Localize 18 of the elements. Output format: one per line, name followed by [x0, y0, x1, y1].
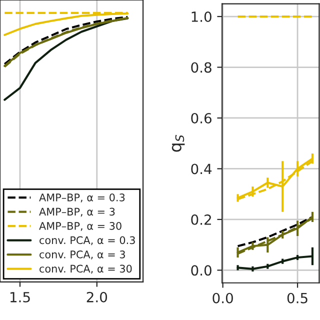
legend-label: conv. PCA, α = 30	[40, 264, 132, 274]
y-axis-title: q$_{S}$	[172, 134, 185, 152]
x-tick-label: 0.0	[212, 292, 233, 304]
y-tick-label: 0.2	[191, 214, 211, 225]
y-tick-label: 0.8	[191, 62, 212, 73]
y-tick-label: 0.6	[191, 112, 212, 124]
y-tick-label: 0.0	[191, 265, 212, 276]
legend-label: AMP–BP, α = 3	[39, 208, 115, 217]
legend-label: conv. PCA, α = 3	[40, 250, 125, 260]
legend-label: AMP–BP, α = 30	[39, 222, 122, 231]
x-tick-label: 0.5	[287, 292, 308, 304]
legend-label: conv. PCA, α = 0.3	[40, 236, 135, 246]
legend-label: AMP–BP, α = 0.3	[39, 193, 125, 202]
x-tick-label: 2.0	[86, 292, 108, 302]
y-tick-label: 1.0	[192, 11, 212, 22]
x-tick-label: 1.5	[10, 292, 30, 302]
line-series	[236, 216, 314, 248]
y-tick-label: 0.4	[191, 164, 212, 174]
